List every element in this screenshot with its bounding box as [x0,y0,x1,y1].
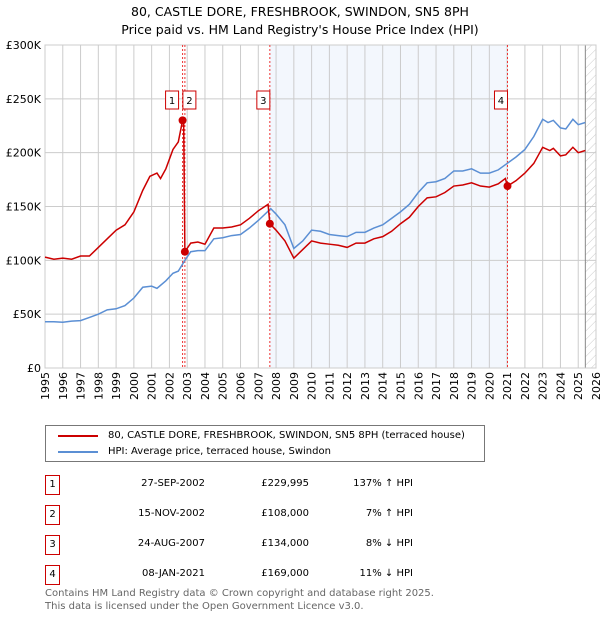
legend-swatch-red [58,434,98,437]
footer: Contains HM Land Registry data © Crown c… [45,587,434,613]
x-tick-label: 2016 [412,372,425,400]
y-tick-label: £150K [6,201,42,214]
transaction-date: 27-SEP-2002 [141,478,205,489]
x-tick-label: 2026 [590,372,600,400]
x-tick-label: 2020 [483,372,496,400]
sale-point [265,219,274,228]
transaction-row: 3 24-AUG-2007 £134,000 8% ↓ HPI [45,535,445,555]
plot-border [44,44,597,369]
x-tick-label: 2019 [466,372,479,400]
y-tick-label: £300K [6,39,42,52]
x-tick-label: 2005 [217,372,230,400]
price-paid-line [44,119,586,261]
transaction-number: 1 [45,475,60,495]
marker-label: 1 [169,96,175,107]
transaction-price: £108,000 [261,508,309,519]
x-tick-label: 2017 [430,372,443,400]
marker-label: 4 [498,96,504,107]
x-tick-label: 2009 [288,372,301,400]
marker-label: 3 [260,96,266,107]
transaction-date: 08-JAN-2021 [141,568,205,579]
transaction-date: 24-AUG-2007 [137,538,205,549]
y-tick-label: £50K [13,308,42,321]
y-tick-label: £0 [27,362,41,375]
x-tick-label: 1999 [110,372,123,400]
marker-label: 2 [186,96,192,107]
x-tick-label: 2018 [448,372,461,400]
sale-point [178,116,187,125]
x-tick-label: 2012 [341,372,354,400]
x-tick-label: 2008 [270,372,283,400]
marker-label-box [165,90,180,110]
x-tick-label: 2002 [163,372,176,400]
transaction-price: £229,995 [261,478,309,489]
transaction-date: 15-NOV-2002 [138,508,205,519]
marker-label-box [256,90,271,110]
transaction-row: 1 27-SEP-2002 £229,995 137% ↑ HPI [45,475,445,495]
transaction-number: 4 [45,565,60,585]
x-tick-label: 2004 [199,372,212,400]
x-tick-label: 2014 [377,372,390,400]
x-tick-label: 2003 [181,372,194,400]
x-tick-label: 2021 [501,372,514,400]
x-tick-label: 2000 [128,372,141,400]
transaction-number: 2 [45,505,60,525]
x-tick-label: 2023 [537,372,550,400]
legend-label-property: 80, CASTLE DORE, FRESHBROOK, SWINDON, SN… [108,430,465,441]
x-tick-label: 2006 [235,372,248,400]
marker-label-box [182,90,197,110]
marker-label-box [493,90,508,110]
x-tick-label: 1998 [92,372,105,400]
price-chart: 1995 1996 1997 1998 1999 2000 2001 2002 2003 2004… [6,39,600,400]
x-tick-label: 1996 [57,372,70,400]
x-tick-label: 2022 [519,372,532,400]
y-tick-label: £200K [6,147,42,160]
x-tick-label: 2025 [572,372,585,400]
footer-line-1: Contains HM Land Registry data © Crown c… [45,588,434,599]
x-tick-label: 2001 [146,372,159,400]
x-tick-label: 2024 [554,372,567,400]
y-tick-label: £250K [6,93,42,106]
sale-point [180,247,189,256]
y-tick-label: £100K [6,254,42,267]
transaction-number: 3 [45,535,60,555]
transaction-row: 2 15-NOV-2002 £108,000 7% ↑ HPI [45,505,445,525]
transaction-price: £134,000 [261,538,309,549]
x-tick-label: 2013 [359,372,372,400]
transaction-hpi-diff: 137% ↑ HPI [353,478,413,489]
sale-point [503,182,512,191]
transaction-row: 4 08-JAN-2021 £169,000 11% ↓ HPI [45,565,445,585]
hpi-line [45,118,586,323]
transaction-hpi-diff: 11% ↓ HPI [359,568,413,579]
chart-title: 80, CASTLE DORE, FRESHBROOK, SWINDON, SN… [131,4,469,19]
transaction-price: £169,000 [261,568,309,579]
x-tick-label: 1995 [39,372,52,400]
transaction-hpi-diff: 7% ↑ HPI [365,508,413,519]
x-tick-label: 2010 [306,372,319,400]
x-tick-label: 2011 [323,372,336,400]
footer-line-2: This data is licensed under the Open Gov… [45,601,364,612]
x-tick-label: 2007 [252,372,265,400]
x-tick-label: 2015 [394,372,407,400]
transaction-hpi-diff: 8% ↓ HPI [365,538,413,549]
legend-label-hpi: HPI: Average price, terraced house, Swin… [108,446,331,457]
legend: 80, CASTLE DORE, FRESHBROOK, SWINDON, SN… [45,425,485,462]
legend-swatch-blue [58,450,98,453]
x-tick-label: 1997 [75,372,88,400]
chart-subtitle: Price paid vs. HM Land Registry's House … [121,22,479,37]
